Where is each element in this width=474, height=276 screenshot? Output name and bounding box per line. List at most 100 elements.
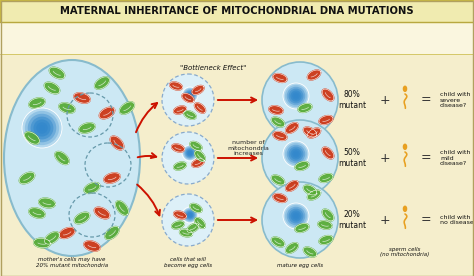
Polygon shape: [173, 211, 186, 219]
Text: MATERNAL INHERITANCE OF MITOCHONDRIAL DNA MUTATIONS: MATERNAL INHERITANCE OF MITOCHONDRIAL DN…: [60, 6, 414, 16]
Circle shape: [39, 125, 45, 131]
Circle shape: [183, 208, 197, 222]
Polygon shape: [105, 227, 119, 240]
Polygon shape: [49, 67, 65, 79]
Text: 20%
mutant: 20% mutant: [338, 210, 366, 230]
Circle shape: [291, 91, 301, 102]
Circle shape: [182, 207, 198, 223]
Polygon shape: [319, 174, 333, 182]
Polygon shape: [29, 98, 45, 108]
Circle shape: [287, 87, 305, 105]
Text: sperm cells
(no mitochondria): sperm cells (no mitochondria): [380, 246, 429, 258]
Circle shape: [189, 152, 191, 154]
Circle shape: [188, 213, 192, 217]
Polygon shape: [194, 103, 206, 113]
Circle shape: [22, 108, 62, 148]
Text: contribution
from father: contribution from father: [356, 26, 403, 46]
Polygon shape: [269, 106, 283, 114]
Circle shape: [30, 116, 54, 139]
Polygon shape: [319, 236, 333, 245]
Text: child with
mild
disease?: child with mild disease?: [440, 150, 470, 166]
Polygon shape: [195, 151, 205, 161]
Polygon shape: [25, 132, 39, 144]
Polygon shape: [286, 123, 298, 133]
Ellipse shape: [162, 194, 214, 246]
Polygon shape: [195, 218, 205, 228]
Polygon shape: [308, 128, 320, 138]
Text: small number of mother's
mitochondria, selected randomly,
goes into each early e: small number of mother's mitochondria, s…: [111, 26, 229, 46]
Polygon shape: [192, 86, 204, 94]
Circle shape: [182, 145, 198, 161]
Polygon shape: [74, 93, 90, 103]
Polygon shape: [187, 224, 199, 232]
Circle shape: [188, 151, 192, 155]
Circle shape: [283, 83, 309, 109]
Polygon shape: [45, 232, 59, 244]
Text: contribution
from mother: contribution from mother: [274, 26, 322, 46]
Circle shape: [292, 150, 300, 158]
Ellipse shape: [403, 144, 407, 150]
Circle shape: [184, 209, 196, 221]
Circle shape: [294, 214, 298, 218]
Circle shape: [283, 203, 309, 229]
Polygon shape: [95, 77, 109, 89]
Polygon shape: [322, 209, 334, 221]
Polygon shape: [99, 107, 115, 119]
Circle shape: [185, 91, 194, 100]
Polygon shape: [273, 132, 287, 140]
Polygon shape: [308, 70, 320, 80]
Circle shape: [185, 148, 194, 158]
Polygon shape: [110, 136, 124, 150]
Circle shape: [25, 111, 59, 145]
Polygon shape: [295, 161, 309, 170]
Circle shape: [182, 87, 198, 103]
Polygon shape: [295, 224, 309, 232]
Polygon shape: [182, 94, 194, 102]
Polygon shape: [19, 172, 35, 184]
Polygon shape: [79, 123, 95, 133]
Polygon shape: [84, 241, 100, 251]
Ellipse shape: [403, 206, 407, 212]
Polygon shape: [308, 190, 320, 200]
Circle shape: [294, 94, 298, 98]
Ellipse shape: [4, 60, 140, 256]
Circle shape: [34, 120, 51, 137]
Text: =: =: [421, 214, 431, 227]
Polygon shape: [84, 182, 100, 193]
Circle shape: [289, 147, 303, 161]
Polygon shape: [44, 82, 60, 94]
Polygon shape: [172, 221, 184, 229]
Polygon shape: [39, 198, 55, 208]
Polygon shape: [59, 103, 75, 113]
Polygon shape: [272, 237, 284, 247]
Text: =: =: [421, 94, 431, 107]
Circle shape: [291, 210, 301, 222]
Polygon shape: [303, 127, 317, 137]
Circle shape: [294, 152, 298, 156]
FancyBboxPatch shape: [0, 22, 474, 54]
Polygon shape: [273, 74, 287, 83]
Text: possible
outcome: possible outcome: [423, 26, 456, 46]
Circle shape: [285, 143, 307, 165]
Polygon shape: [303, 247, 317, 257]
Polygon shape: [273, 193, 287, 202]
Circle shape: [185, 210, 194, 220]
Circle shape: [187, 212, 193, 218]
Circle shape: [287, 207, 305, 225]
Polygon shape: [119, 102, 135, 114]
Polygon shape: [272, 175, 284, 185]
Polygon shape: [322, 147, 334, 159]
Text: mother's cells may have
20% mutant mitochondria: mother's cells may have 20% mutant mitoc…: [36, 257, 108, 268]
Text: +: +: [380, 94, 390, 107]
Circle shape: [283, 141, 309, 167]
Polygon shape: [173, 162, 186, 170]
Polygon shape: [303, 185, 317, 195]
Circle shape: [36, 122, 48, 134]
Circle shape: [187, 92, 193, 99]
Polygon shape: [29, 208, 45, 218]
Text: child with
no disease?: child with no disease?: [440, 215, 474, 225]
Circle shape: [27, 114, 56, 142]
Ellipse shape: [262, 62, 338, 138]
Ellipse shape: [162, 132, 214, 184]
Text: +: +: [380, 214, 390, 227]
